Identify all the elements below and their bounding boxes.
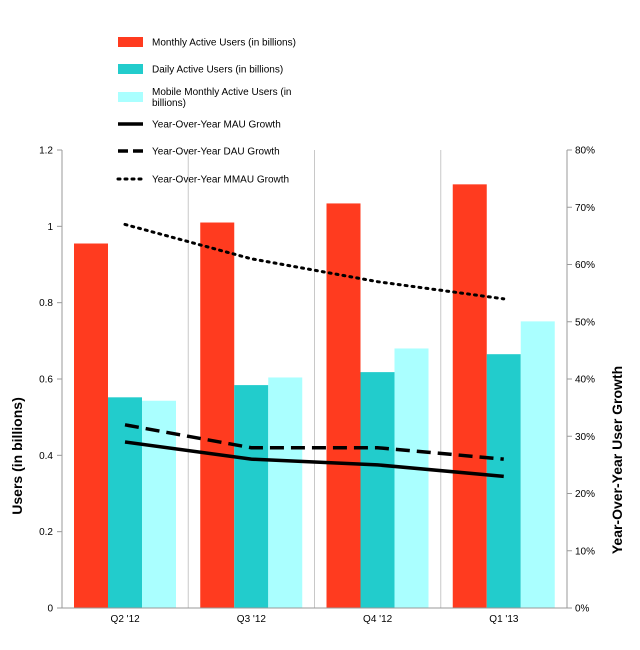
y-tick-label: 0.4 (39, 451, 53, 462)
y2-tick-label: 80% (575, 146, 595, 157)
bar-mmau (268, 377, 303, 608)
bar-dau (108, 397, 142, 608)
y2-tick-label: 60% (575, 260, 595, 271)
y2-tick-label: 20% (575, 489, 595, 500)
line-dashed-growth (124, 423, 504, 461)
bar-mmau (394, 348, 429, 608)
x-tick-label: Q4 '12 (363, 614, 393, 625)
left-axis-ticks: 0 0.2 0.4 0.6 0.8 1 1.2 (39, 146, 62, 615)
bars (74, 184, 555, 608)
line-dotted-growth (123, 222, 506, 301)
bar-dau (486, 354, 521, 608)
y-tick-label: 0.6 (39, 375, 53, 386)
line-solid-growth (124, 440, 504, 479)
y2-axis-title: Year-Over-Year User Growth (609, 366, 625, 554)
bar-mau (326, 203, 361, 608)
bar-mau (452, 184, 487, 608)
legend: Monthly Active Users (in billions) Daily … (116, 37, 296, 186)
legend-swatch (118, 92, 143, 102)
legend-swatch (118, 64, 143, 74)
bar-dau (234, 385, 269, 608)
y2-tick-label: 10% (575, 546, 595, 557)
bar-dau (360, 372, 395, 608)
legend-label: Year-Over-Year MMAU Growth (152, 175, 289, 186)
bar-mmau (142, 400, 176, 608)
y2-tick-label: 50% (575, 317, 595, 328)
y-tick-label: 0.2 (39, 527, 53, 538)
legend-label: Year-Over-Year DAU Growth (152, 147, 280, 158)
y2-tick-label: 40% (575, 375, 595, 386)
bar-mau (200, 222, 235, 608)
right-axis-ticks: 0% 10% 20% 30% 40% 50% 60% 70% 80% (567, 146, 595, 615)
y-tick-label: 0 (47, 604, 53, 615)
gridlines (187, 150, 442, 608)
y-tick-label: 1.2 (39, 146, 53, 157)
x-tick-label: Q3 '12 (237, 614, 267, 625)
growth-lines (123, 222, 506, 479)
category-axis-ticks: Q2 '12 Q3 '12 Q4 '12 Q1 '13 (111, 614, 519, 625)
legend-swatch (118, 37, 143, 47)
legend-label: Mobile Monthly Active Users (in billions) (152, 87, 292, 109)
y-tick-label: 1 (47, 222, 53, 233)
y2-tick-label: 0% (575, 604, 590, 615)
x-tick-label: Q2 '12 (111, 614, 141, 625)
legend-label: Daily Active Users (in billions) (152, 65, 283, 76)
x-tick-label: Q1 '13 (489, 614, 519, 625)
legend-label: Monthly Active Users (in billions) (152, 38, 296, 49)
y-tick-label: 0.8 (39, 298, 53, 309)
y2-tick-label: 30% (575, 432, 595, 443)
legend-label: Year-Over-Year MAU Growth (152, 120, 281, 131)
bar-mmau (520, 321, 555, 608)
y-axis-title: Users (in billions) (9, 397, 25, 514)
y2-tick-label: 70% (575, 203, 595, 214)
bar-mau (74, 243, 108, 608)
